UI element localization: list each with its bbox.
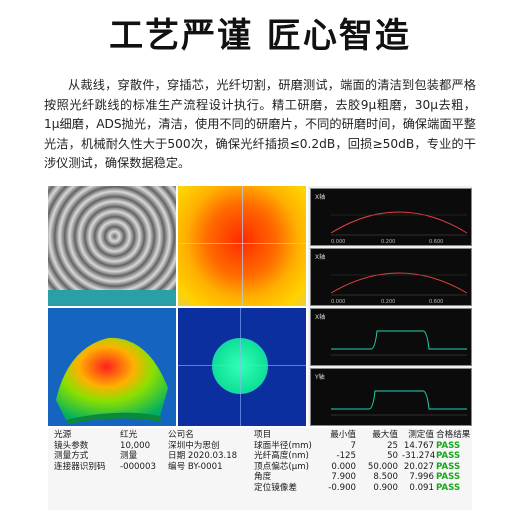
result-item: 光纤高度(nm) [254, 451, 309, 462]
result-max-value: 50 [387, 451, 398, 462]
result-measured: 测定值 14.767 -31.274 20.027 7.996 0.091 [402, 430, 436, 494]
result-max-value: 50.000 [367, 461, 398, 472]
results-header: 最小值 [330, 430, 356, 440]
info-label: 光源 [54, 430, 72, 440]
plot-2-tick: 0.600 [429, 299, 443, 305]
core-position-image [178, 308, 306, 426]
company-info: 公司名 深圳中为思创 日期 2020.03.18 编号 BY-0001 [168, 430, 250, 472]
result-max-value: 0.900 [373, 482, 398, 493]
plot-2-tick: 0.200 [381, 299, 395, 305]
result-min-value: -125 [336, 451, 356, 462]
pass-badge: PASS [436, 482, 461, 493]
info-value: -000003 [120, 461, 156, 472]
profile-plot-3: X轴 [310, 308, 472, 366]
info-value: 10,000 [120, 440, 151, 451]
profile-plot-2: X轴 0.000 0.200 0.600 [310, 248, 472, 306]
description-paragraph: 从裁线，穿散件，穿插芯，光纤切割，研磨测试，端面的清洁到包装都严格按照光纤跳线的… [44, 78, 476, 170]
plot-1-tick: 0.600 [429, 239, 443, 245]
results-header: 合格结果 [436, 430, 471, 440]
result-item: 顶点偏芯(μm) [254, 461, 309, 472]
company-line: 深圳中为思创 [168, 440, 220, 451]
company-line: 日期 2020.03.18 [168, 451, 238, 462]
result-min-value: 7.900 [331, 472, 356, 483]
info-label: 测量方式 [54, 451, 89, 462]
plot-2-tick: 0.000 [331, 299, 345, 305]
pass-badge: PASS [436, 472, 461, 483]
result-item: 角度 [254, 472, 272, 483]
result-measured-value: 0.091 [409, 482, 434, 493]
results-header: 项目 [254, 430, 272, 440]
result-item: 定位镜像差 [254, 482, 297, 493]
result-max-value: 25 [387, 440, 398, 451]
pass-badge: PASS [436, 451, 461, 462]
info-values: 红光 10,000 测量 -000003 [120, 430, 164, 472]
plot-2-axis-label: X轴 [315, 253, 325, 261]
info-label: 镜头参数 [54, 440, 89, 451]
3d-surface-image [48, 308, 176, 426]
plot-4-axis-label: Y轴 [314, 373, 325, 381]
company-line: 编号 BY-0001 [168, 461, 223, 472]
result-measured-value: 7.996 [409, 472, 434, 483]
result-max-value: 8.500 [373, 472, 398, 483]
result-min: 最小值 7 -125 0.000 7.900 -0.900 [324, 430, 356, 494]
pass-badge: PASS [436, 461, 461, 472]
plot-3-axis-label: X轴 [315, 313, 325, 321]
result-max: 最大值 25 50 50.000 8.500 0.900 [362, 430, 398, 494]
result-measured-value: -31.274 [402, 451, 436, 462]
profile-plots: X轴 0.000 0.200 0.600 X轴 0.000 0.200 0.60… [308, 186, 472, 426]
profile-plot-4: Y轴 [310, 368, 472, 426]
plot-1-axis-label: X轴 [315, 193, 325, 201]
info-value: 测量 [120, 451, 138, 462]
result-min-value: 7 [350, 440, 356, 451]
profile-plot-1: X轴 0.000 0.200 0.600 [310, 188, 472, 246]
company-line: 公司名 [168, 430, 194, 440]
info-labels: 光源 镜头参数 测量方式 连接器识别码 [54, 430, 116, 472]
interferogram-image [48, 186, 176, 306]
info-value: 红光 [120, 430, 138, 440]
result-measured-value: 20.027 [403, 461, 434, 472]
height-map-image [178, 186, 306, 306]
result-measured-value: 14.767 [403, 440, 434, 451]
pass-badge: PASS [436, 440, 461, 451]
results-header: 测定值 [408, 430, 434, 440]
results-header: 最大值 [372, 430, 398, 440]
plot-1-tick: 0.000 [331, 239, 345, 245]
result-min-value: 0.000 [331, 461, 356, 472]
headline: 工艺严谨 匠心智造 [109, 16, 411, 56]
measurement-table: 光源 镜头参数 测量方式 连接器识别码 红光 10,000 测量 -000003… [48, 428, 472, 510]
plot-1-tick: 0.200 [381, 239, 395, 245]
result-items: 项目 球面半径(mm) 光纤高度(nm) 顶点偏芯(μm) 角度 定位镜像差 [254, 430, 324, 494]
info-label: 连接器识别码 [54, 461, 106, 472]
result-min-value: -0.900 [328, 482, 356, 493]
result-pass: 合格结果 PASS PASS PASS PASS PASS [436, 430, 472, 494]
result-item: 球面半径(mm) [254, 440, 312, 451]
